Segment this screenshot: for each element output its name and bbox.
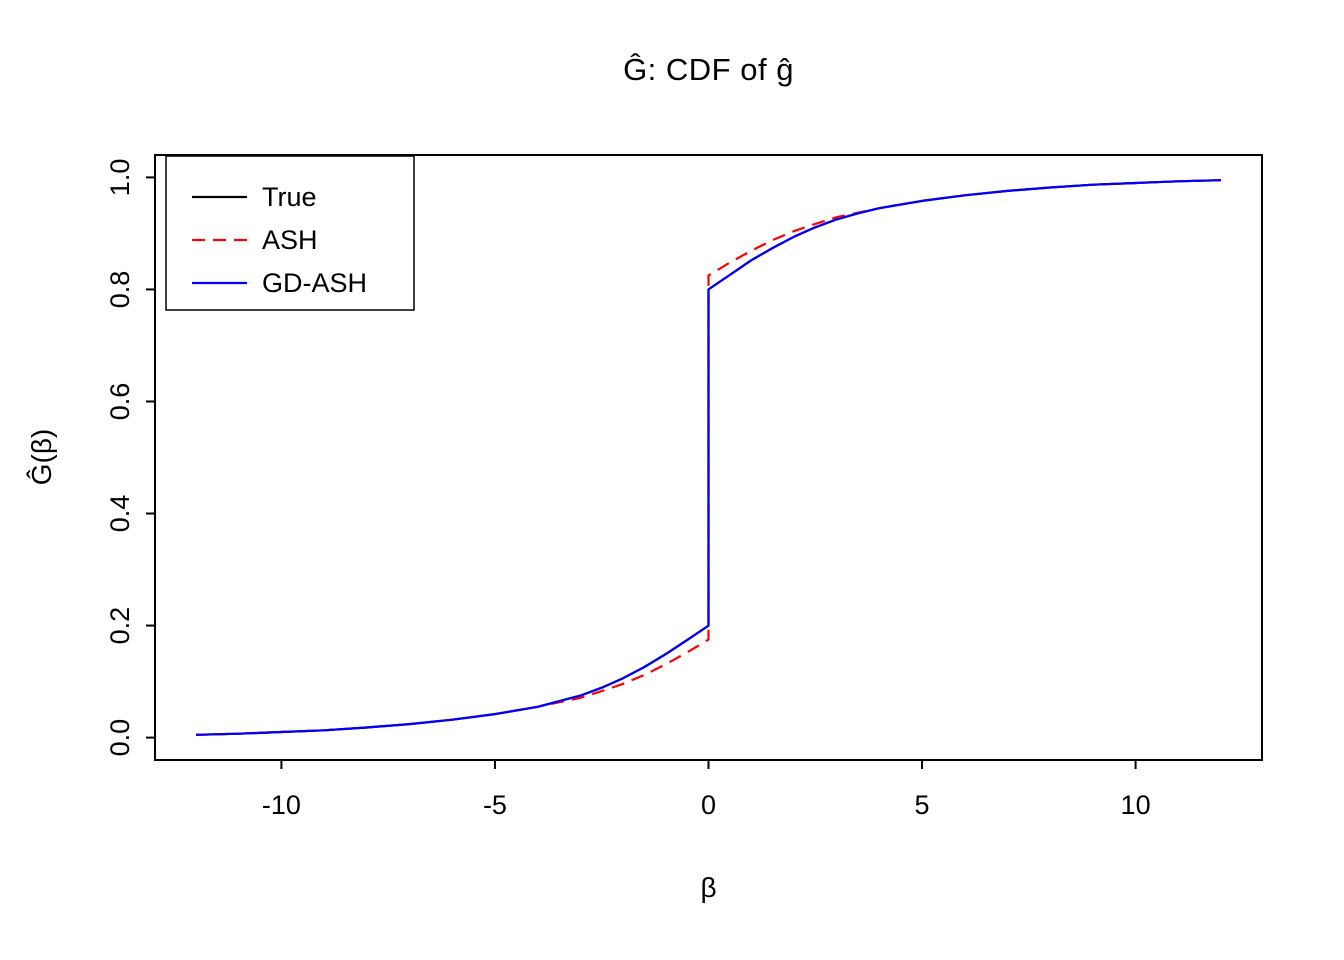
x-tick-label: 10 — [1121, 790, 1151, 820]
y-tick-label: 0.8 — [105, 271, 135, 309]
chart-title: Ĝ: CDF of ĝ — [623, 52, 794, 87]
legend-label-gd-ash: GD-ASH — [262, 268, 367, 298]
series-line-ash — [195, 179, 1222, 736]
legend-label-true: True — [262, 182, 317, 212]
x-tick-label: 5 — [915, 790, 930, 820]
series-line-gd-ash — [195, 179, 1222, 736]
x-tick-label: 0 — [701, 790, 716, 820]
x-tick-label: -5 — [483, 790, 507, 820]
y-tick-label: 0.6 — [105, 383, 135, 421]
y-tick-label: 0.2 — [105, 607, 135, 645]
y-tick-label: 1.0 — [105, 159, 135, 197]
legend-box — [165, 155, 415, 311]
y-tick-label: 0.0 — [105, 719, 135, 757]
x-axis-label: β — [700, 872, 717, 903]
y-tick-label: 0.4 — [105, 495, 135, 533]
legend-label-ash: ASH — [262, 225, 318, 255]
x-tick-label: -10 — [262, 790, 301, 820]
